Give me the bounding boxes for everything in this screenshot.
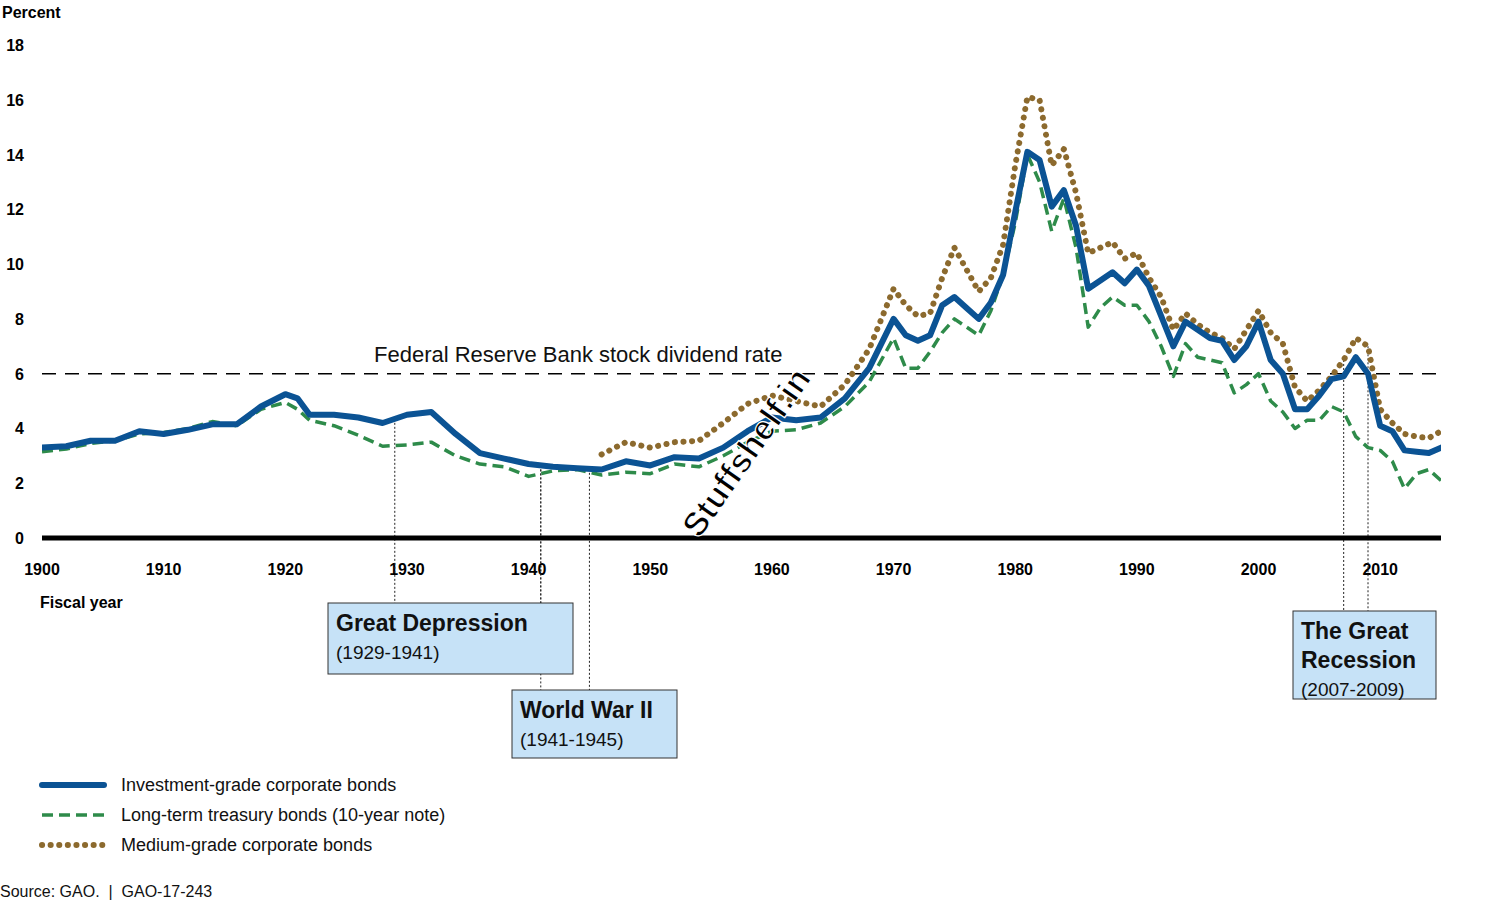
y-tick-label: 14 <box>6 147 24 164</box>
x-tick-label: 1900 <box>24 561 60 578</box>
x-tick-label: 1980 <box>997 561 1033 578</box>
legend-label: Long-term treasury bonds (10-year note) <box>121 805 445 825</box>
x-tick-label: 1970 <box>876 561 912 578</box>
event-period: (2007-2009) <box>1301 679 1405 700</box>
x-tick-label: 1920 <box>268 561 304 578</box>
legend-swatch <box>42 813 104 817</box>
x-tick-label: 1910 <box>146 561 182 578</box>
event-label: The Great <box>1301 618 1409 644</box>
event-line <box>1343 360 1344 611</box>
y-tick-label: 8 <box>15 311 24 328</box>
y-tick-label: 12 <box>6 201 24 218</box>
y-tick-label: 16 <box>6 92 24 109</box>
y-tick-label: 2 <box>15 475 24 492</box>
legend-label: Investment-grade corporate bonds <box>121 775 396 795</box>
x-axis-label: Fiscal year <box>40 594 123 611</box>
reference-line <box>42 373 1441 375</box>
x-tick-label: 1990 <box>1119 561 1155 578</box>
chart: Percent024681012141618190019101920193019… <box>0 0 1500 904</box>
legend-swatch <box>42 842 104 848</box>
y-tick-label: 10 <box>6 256 24 273</box>
legend-swatch <box>42 782 104 788</box>
y-tick-label: 0 <box>15 530 24 547</box>
reference-label: Federal Reserve Bank stock dividend rate <box>374 342 782 367</box>
x-tick-label: 1950 <box>632 561 668 578</box>
event-label: Great Depression <box>336 610 528 636</box>
y-tick-label: 4 <box>15 420 24 437</box>
event-box <box>512 690 677 758</box>
event-box <box>328 603 573 674</box>
x-tick-label: 2000 <box>1241 561 1277 578</box>
event-box <box>1293 611 1436 699</box>
series-line <box>42 152 1441 470</box>
event-line <box>394 419 395 603</box>
y-tick-label: 18 <box>6 37 24 54</box>
watermark: Stuffshelf.in <box>674 361 818 544</box>
event-label: World War II <box>520 697 653 723</box>
source: Source: GAO. | GAO-17-243 <box>0 883 212 900</box>
event-line <box>589 469 590 690</box>
legend-label: Medium-grade corporate bonds <box>121 835 372 855</box>
legend: Investment-grade corporate bonds Long-ter… <box>42 775 445 855</box>
x-tick-label: 1960 <box>754 561 790 578</box>
events: Great Depression (1929-1941) World War II (… <box>328 346 1436 758</box>
y-axis-label: Percent <box>2 4 61 21</box>
y-tick-label: 6 <box>15 366 24 383</box>
event-period: (1929-1941) <box>336 642 440 663</box>
event-label: Recession <box>1301 647 1416 673</box>
event-period: (1941-1945) <box>520 729 624 750</box>
x-axis-line <box>42 536 1441 541</box>
